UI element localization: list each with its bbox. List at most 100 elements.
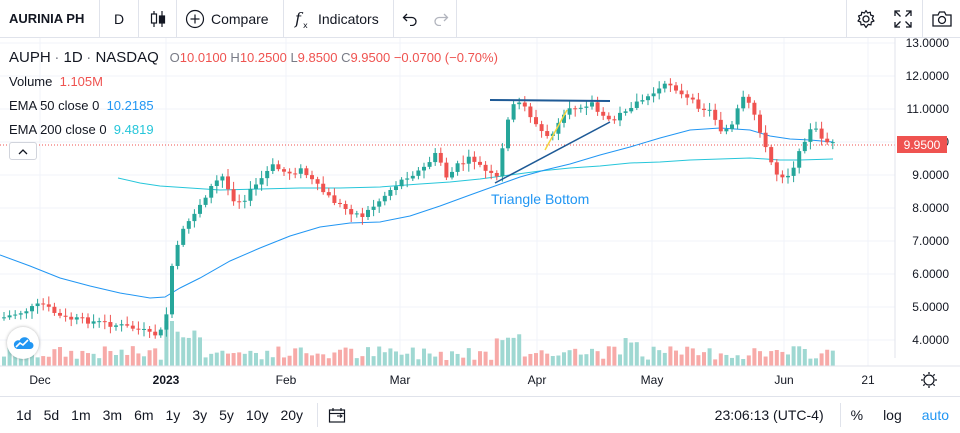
candle-body [58,312,62,316]
candle-body [752,102,757,115]
candle-body [69,316,74,320]
candle-body [791,167,796,176]
candle-body [315,179,320,184]
candle-body [231,189,236,202]
candle-body [640,100,645,102]
candle-body [30,306,34,312]
chart-legend: AUPH · 1D · NASDAQ O10.0100 H10.2500 L9.… [9,46,498,142]
range-1y[interactable]: 1y [165,407,181,423]
candle-body [203,197,208,205]
last-price-badge [897,136,947,153]
volume-bar [595,351,600,366]
candle-body [545,131,550,137]
volume-bar [629,342,634,366]
legend-ema50-row[interactable]: EMA 50 close 0 10.2185 [9,94,498,118]
candle-body [601,111,606,116]
price-chart[interactable]: Triangle Bottom 13.0000 12.0000 11.0000 10.… [0,38,960,396]
range-3y[interactable]: 3y [192,407,208,423]
volume-bar [685,346,690,366]
candle-body [147,328,152,332]
range-10y[interactable]: 10y [245,407,269,423]
cloud-chart-icon [13,337,34,349]
candle-body [422,166,426,171]
candle-body [668,83,673,86]
volume-bar [119,349,124,366]
candle-body [46,304,51,307]
clock-time[interactable]: 23:06:13 (UTC-4) [714,407,824,423]
range-5y[interactable]: 5y [219,407,234,423]
volume-bar [646,359,650,366]
volume-label: Volume [9,74,53,89]
volume-bar [130,346,135,366]
volume-bar [226,353,230,366]
range-20y[interactable]: 20y [280,407,304,423]
candle-body [349,209,354,215]
candle-body [405,178,410,180]
percent-toggle[interactable]: % [850,407,864,423]
volume-bar [198,337,202,366]
range-3m[interactable]: 3m [102,407,123,423]
high-value: 10.2500 [239,50,287,65]
volume-bar [427,353,432,366]
time-tick-label: Feb [276,373,297,387]
fullscreen-button[interactable] [884,0,922,38]
axis-settings-button[interactable] [921,372,937,388]
price-tick-label: 5.0000 [912,300,949,314]
volume-bar [433,356,438,366]
range-1d[interactable]: 1d [16,407,32,423]
volume-bar [214,352,219,366]
volume-bar [69,350,74,366]
range-5d[interactable]: 5d [43,407,60,423]
auto-toggle[interactable]: auto [921,407,949,423]
volume-bar [125,354,130,366]
snapshot-button[interactable] [922,0,960,38]
collapse-legend-button[interactable] [9,142,37,160]
time-tick-label: Apr [528,373,547,387]
volume-bar [24,353,29,366]
price-tick-label: 13.0000 [906,38,950,50]
candle-body [814,128,818,130]
tradingview-logo[interactable] [7,327,39,359]
volume-bar [718,353,723,366]
range-6m[interactable]: 6m [134,407,154,423]
symbol-search[interactable]: AURINIA PH [0,0,100,38]
volume-bar [556,355,561,366]
volume-bar [455,353,460,366]
candle-body [142,328,146,330]
volume-bar [590,348,594,366]
indicators-button[interactable]: f x Indicators [284,0,394,38]
candlesticks [2,78,835,339]
volume-bar [780,351,785,366]
candle-body [377,201,382,207]
redo-icon[interactable] [433,12,449,26]
volume-bar [461,357,466,366]
volume-bar [41,356,46,366]
time-tick-label: Jun [774,373,793,387]
undo-icon[interactable] [402,12,418,26]
legend-ema200-row[interactable]: EMA 200 close 0 9.4819 [9,118,498,142]
settings-button[interactable] [846,0,884,38]
volume-bar [489,359,494,366]
candle-body [528,106,533,118]
ema50-value: 10.2185 [106,98,154,113]
goto-date-button[interactable] [326,407,346,423]
candle-body [63,315,68,317]
candle-body [612,119,617,121]
interval-button[interactable]: D [100,0,139,38]
candle-body [802,141,807,152]
candle-body [702,108,706,111]
compare-button[interactable]: Compare [177,0,284,38]
candle-body [198,204,202,214]
legend-ticker[interactable]: AUPH [9,49,51,66]
time-tick-label: May [641,373,664,387]
candle-body [483,164,488,171]
time-axis[interactable]: Dec 2023 Feb Mar Apr May Jun 21 [29,373,875,387]
range-1m[interactable]: 1m [71,407,91,423]
candle-body [494,172,499,177]
chart-type-button[interactable] [139,0,177,38]
volume-bar [2,356,6,366]
log-toggle[interactable]: log [883,407,902,423]
candle-body [590,102,594,107]
legend-volume-row[interactable]: Volume 1.105M [9,70,498,94]
price-tick-label: 9.0000 [912,168,949,182]
